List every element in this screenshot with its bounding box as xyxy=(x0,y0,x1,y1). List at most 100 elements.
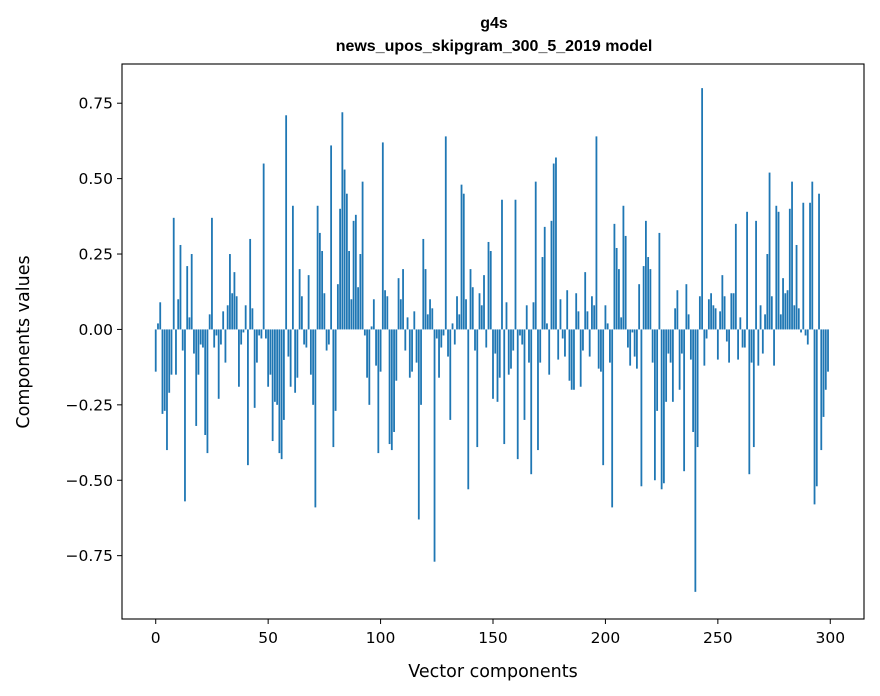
bar xyxy=(480,305,483,330)
x-tick-label: 50 xyxy=(258,629,278,647)
bar xyxy=(575,293,578,330)
y-tick-label: 0.25 xyxy=(78,246,113,264)
bar xyxy=(730,293,733,330)
x-axis-label: Vector components xyxy=(408,662,577,682)
x-tick-label: 200 xyxy=(591,629,621,647)
bar xyxy=(222,311,225,330)
bar xyxy=(341,112,344,330)
bar xyxy=(613,223,616,330)
y-tick-label: 0.00 xyxy=(78,321,113,339)
bar xyxy=(667,329,670,354)
bar xyxy=(449,329,452,420)
bar xyxy=(705,329,708,339)
bar xyxy=(503,329,506,445)
bar xyxy=(431,308,434,330)
bar xyxy=(714,308,717,330)
bar xyxy=(759,305,762,330)
bar xyxy=(226,305,229,330)
x-tick-label: 250 xyxy=(703,629,733,647)
bar xyxy=(537,329,539,451)
bar xyxy=(229,254,231,330)
bar xyxy=(615,247,618,330)
bar xyxy=(568,329,571,381)
bar xyxy=(188,317,191,330)
bar xyxy=(775,205,778,330)
bar xyxy=(752,329,755,448)
bar xyxy=(510,329,512,369)
bar xyxy=(294,329,297,393)
bar xyxy=(818,193,820,330)
bar xyxy=(179,244,182,330)
bar xyxy=(285,115,288,330)
bar xyxy=(163,329,166,411)
bar xyxy=(710,293,712,330)
bar xyxy=(433,329,436,562)
bar xyxy=(489,251,492,330)
bar xyxy=(415,329,418,363)
bar xyxy=(804,329,807,336)
bar xyxy=(622,205,625,330)
bar xyxy=(746,211,748,330)
bar xyxy=(784,293,787,330)
bar xyxy=(523,329,526,420)
bar xyxy=(636,329,638,369)
bar xyxy=(802,202,805,330)
bar xyxy=(676,290,679,330)
bar xyxy=(467,329,470,490)
bar xyxy=(361,181,364,330)
bar xyxy=(555,157,557,330)
bar xyxy=(525,305,528,330)
bar xyxy=(339,208,341,330)
bar xyxy=(438,329,440,378)
bar xyxy=(224,329,227,363)
bar xyxy=(471,287,474,330)
bar xyxy=(406,317,409,330)
bar xyxy=(238,329,240,387)
bar xyxy=(678,329,681,390)
bar xyxy=(363,329,366,336)
bar xyxy=(671,329,674,402)
bar xyxy=(442,329,445,336)
bar xyxy=(770,296,773,330)
bar xyxy=(231,293,234,330)
bar xyxy=(253,329,256,408)
bar xyxy=(795,244,798,330)
bar xyxy=(366,329,368,378)
bar xyxy=(388,329,391,445)
bar xyxy=(260,329,263,339)
bar xyxy=(609,329,611,363)
bar xyxy=(721,275,724,330)
bar xyxy=(516,329,519,460)
bar xyxy=(420,329,422,405)
bar xyxy=(557,329,560,360)
bar xyxy=(249,238,252,330)
bar xyxy=(159,302,162,330)
bar xyxy=(658,232,661,330)
x-tick-label: 150 xyxy=(478,629,508,647)
bar xyxy=(181,329,184,351)
bar xyxy=(665,329,668,402)
chart-subtitle: news_upos_skipgram_300_5_2019 model xyxy=(336,38,653,55)
bar xyxy=(368,329,371,405)
bar xyxy=(739,317,742,330)
bar xyxy=(552,163,555,330)
bar xyxy=(604,305,607,330)
bar xyxy=(265,329,267,339)
bar xyxy=(318,232,321,330)
bar xyxy=(408,329,411,378)
bar xyxy=(755,220,757,330)
bar xyxy=(177,299,180,330)
bar xyxy=(354,214,357,330)
bar xyxy=(215,329,218,336)
chart-title: g4s xyxy=(480,15,508,32)
bar xyxy=(220,329,222,345)
bar xyxy=(384,290,386,330)
bar xyxy=(786,290,789,330)
bar xyxy=(325,329,328,351)
bar xyxy=(649,269,652,330)
bar xyxy=(723,296,726,330)
bar xyxy=(377,329,380,454)
bar xyxy=(824,329,827,390)
bar xyxy=(395,329,398,381)
bar xyxy=(602,329,605,466)
